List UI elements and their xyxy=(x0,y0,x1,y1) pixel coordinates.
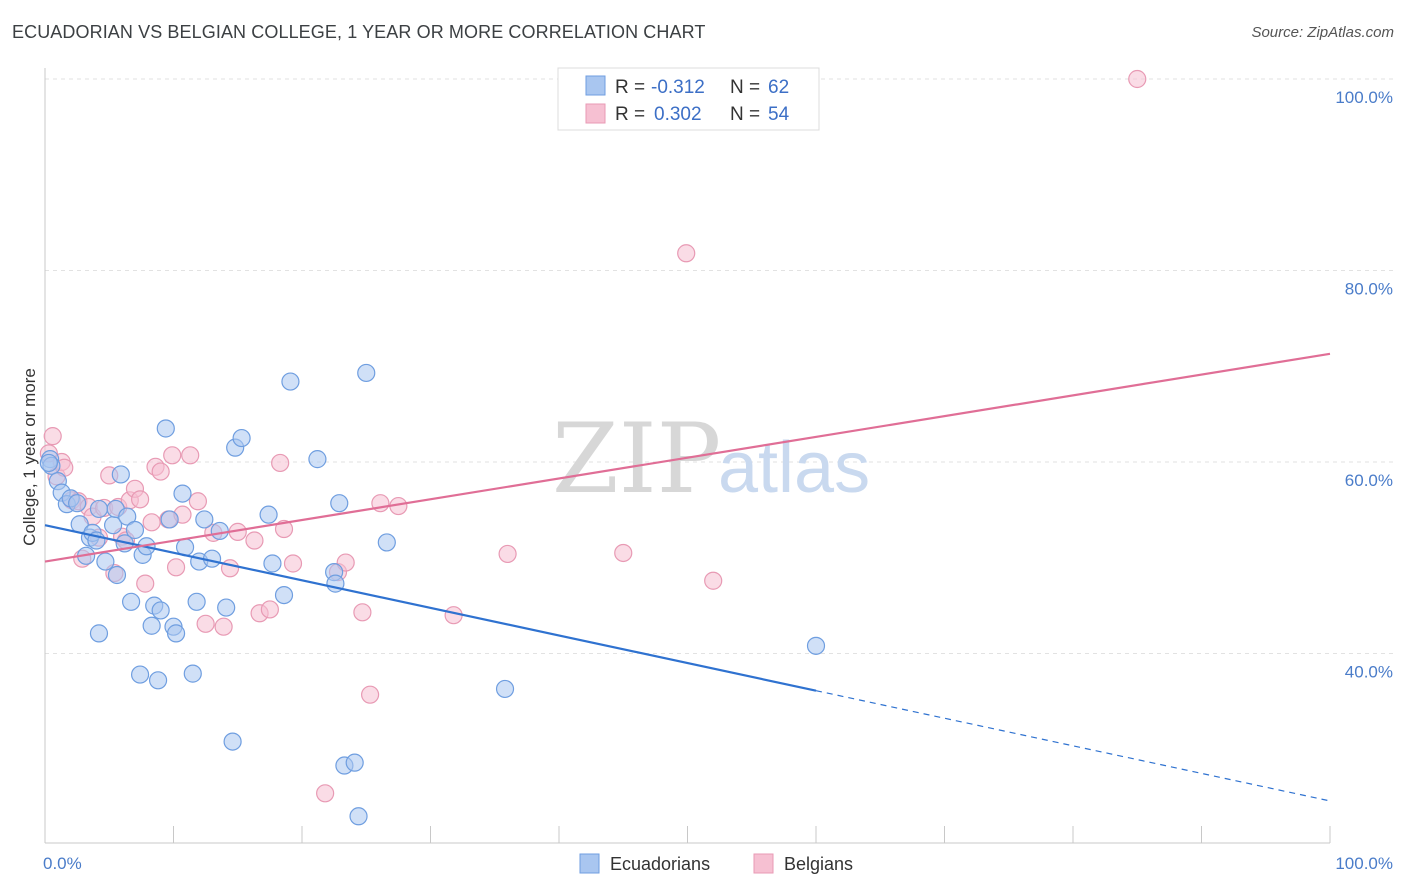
x-tick-label-min: 0.0% xyxy=(43,854,82,873)
ecuadorian-point-21 xyxy=(121,592,141,611)
belgian-point-30 xyxy=(196,614,215,633)
y-tick-label-60: 60.0% xyxy=(1345,471,1393,490)
ecuadorian-point-17 xyxy=(107,565,127,585)
belgian-point-29 xyxy=(188,492,208,511)
belgian-point-35 xyxy=(245,531,264,550)
belgian-point-20 xyxy=(136,574,155,593)
legend-swatch-ecuadorians xyxy=(585,75,606,96)
ecuadorian-point-55 xyxy=(345,753,364,772)
series-legend: Ecuadorians Belgians xyxy=(579,853,853,874)
y-tick-label-40: 40.0% xyxy=(1345,663,1393,682)
legend-r-value-1: -0.312 xyxy=(651,77,705,98)
belgian-point-33 xyxy=(220,559,240,578)
belgian-point-25 xyxy=(163,446,182,465)
chart-title: ECUADORIAN VS BELGIAN COLLEGE, 1 YEAR OR… xyxy=(12,22,706,42)
ecuadorian-point-42 xyxy=(217,598,236,617)
ecuadorian-points xyxy=(39,363,826,826)
ecuadorian-point-29 xyxy=(151,601,170,620)
ecuadorian-point-46 xyxy=(259,505,278,524)
stats-legend: R = -0.312 N = 62 R = 0.302 N = 54 xyxy=(557,67,820,131)
ecuadorian-point-18 xyxy=(111,465,130,484)
belgian-point-49 xyxy=(498,544,517,564)
ecuadorian-point-47 xyxy=(263,554,282,573)
ecuadorian-point-31 xyxy=(160,510,179,529)
ecuadorian-point-20 xyxy=(118,507,137,526)
ecuadorian-point-12 xyxy=(89,499,109,519)
y-tick-label-100: 100.0% xyxy=(1335,88,1393,107)
legend-r-label-2: R = xyxy=(615,104,645,125)
watermark-zip: ZIP xyxy=(552,403,721,515)
ecuadorian-point-53 xyxy=(330,494,349,513)
belgian-point-28 xyxy=(181,446,200,465)
ecuadorian-point-43 xyxy=(223,732,242,751)
legend-n-label-1: N = xyxy=(730,77,760,98)
belgian-point-39 xyxy=(274,519,294,539)
ecuadorian-point-37 xyxy=(187,592,206,611)
belgian-point-50 xyxy=(614,543,633,563)
ecuadorian-point-59 xyxy=(495,679,515,699)
x-tick-label-max: 100.0% xyxy=(1335,854,1393,873)
ecuadorian-point-6 xyxy=(68,494,87,513)
ecuadorian-point-14 xyxy=(96,552,115,571)
ecuadorian-trendline-extension xyxy=(815,690,1331,802)
ecuadorian-point-45 xyxy=(232,428,251,448)
series-legend-swatch-belgians xyxy=(753,853,774,874)
belgian-point-45 xyxy=(361,685,380,704)
source-credit: Source: ZipAtlas.com xyxy=(1251,24,1394,41)
y-tick-labels: 40.0% 60.0% 80.0% 100.0% xyxy=(1335,88,1393,682)
series-legend-swatch-ecuadorians xyxy=(579,853,600,874)
ecuadorian-point-36 xyxy=(183,664,202,683)
ecuadorian-point-48 xyxy=(274,585,294,605)
ecuadorian-point-56 xyxy=(349,807,368,826)
ecuadorian-point-33 xyxy=(166,624,186,643)
legend-n-value-1: 62 xyxy=(768,77,789,98)
ecuadorian-point-26 xyxy=(142,616,161,635)
ecuadorian-point-23 xyxy=(130,665,150,684)
ecuadorian-point-39 xyxy=(195,510,214,529)
ecuadorian-trendline xyxy=(44,524,817,692)
legend-n-value-2: 54 xyxy=(768,104,790,125)
series-legend-label-belgians: Belgians xyxy=(784,854,853,874)
belgian-point-38 xyxy=(271,453,290,473)
belgian-point-41 xyxy=(316,784,335,803)
belgian-point-19 xyxy=(130,490,150,509)
belgian-point-51 xyxy=(704,571,723,590)
ecuadorian-point-50 xyxy=(308,450,327,469)
trendlines xyxy=(44,352,1331,802)
belgian-point-32 xyxy=(214,617,233,636)
ecuadorian-point-22 xyxy=(125,520,145,540)
legend-r-value-2: 0.302 xyxy=(654,104,702,125)
ecuadorian-point-57 xyxy=(357,363,376,383)
ecuadorian-point-60 xyxy=(806,636,826,655)
series-legend-label-ecuadorians: Ecuadorians xyxy=(610,854,710,874)
y-tick-label-80: 80.0% xyxy=(1345,280,1393,299)
legend-n-label-2: N = xyxy=(730,104,760,125)
legend-swatch-belgians xyxy=(585,103,606,124)
ecuadorian-point-58 xyxy=(377,533,396,552)
ecuadorian-point-41 xyxy=(210,521,229,541)
belgian-point-40 xyxy=(283,554,303,573)
belgian-point-21 xyxy=(142,513,161,532)
belgian-point-1 xyxy=(43,427,62,446)
ecuadorian-point-13 xyxy=(89,624,109,643)
belgian-point-44 xyxy=(353,603,372,622)
gridlines xyxy=(45,78,1393,654)
ecuadorian-point-49 xyxy=(281,372,300,391)
belgian-point-53 xyxy=(1128,69,1147,89)
y-axis-title: College, 1 year or more xyxy=(20,368,39,546)
belgian-point-23 xyxy=(151,462,170,481)
belgian-trendline xyxy=(44,352,1331,563)
ecuadorian-point-61 xyxy=(39,453,58,473)
ecuadorian-point-34 xyxy=(173,484,192,503)
x-ticks xyxy=(173,826,1331,843)
belgian-point-26 xyxy=(166,558,186,577)
ecuadorian-point-28 xyxy=(148,671,168,690)
ecuadorian-point-30 xyxy=(156,419,175,438)
belgian-point-37 xyxy=(260,600,279,619)
belgian-point-52 xyxy=(677,244,696,263)
legend-r-label-1: R = xyxy=(615,77,645,98)
